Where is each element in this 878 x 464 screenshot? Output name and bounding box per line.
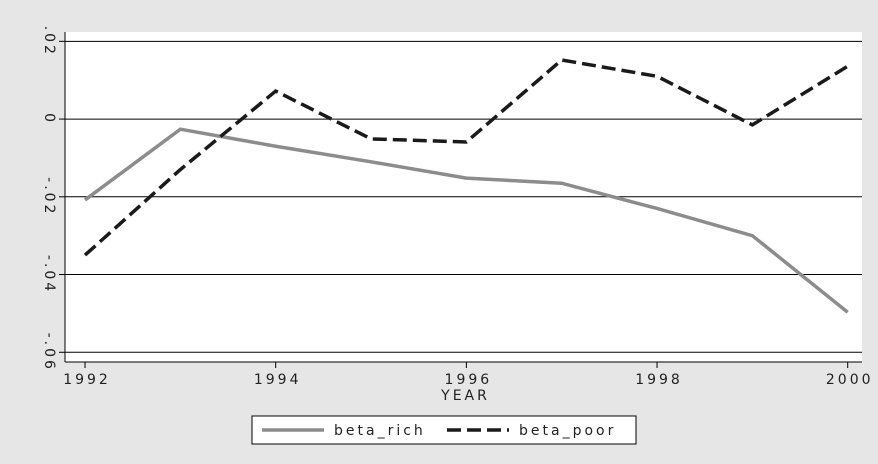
x-axis-label: YEAR (440, 388, 490, 404)
x-tick-label: 1992 (63, 372, 111, 388)
line-series (83, 58, 849, 257)
legend: beta_rich beta_poor (251, 415, 637, 445)
y-tick-label: -.06 (41, 333, 57, 372)
legend-label: beta_rich (334, 423, 426, 439)
y-tick-label: .02 (41, 26, 57, 57)
line-series (83, 127, 849, 314)
x-tick-label: 1996 (445, 372, 493, 388)
y-tick-label: 0 (41, 113, 57, 125)
y-tick-label: -.04 (41, 255, 57, 294)
x-tick-label: 1998 (635, 372, 683, 388)
legend-label: beta_poor (519, 423, 616, 439)
x-tick-label: 1994 (254, 372, 302, 388)
x-tick-label: 2000 (826, 372, 874, 388)
y-tick-label: -.02 (41, 177, 57, 216)
